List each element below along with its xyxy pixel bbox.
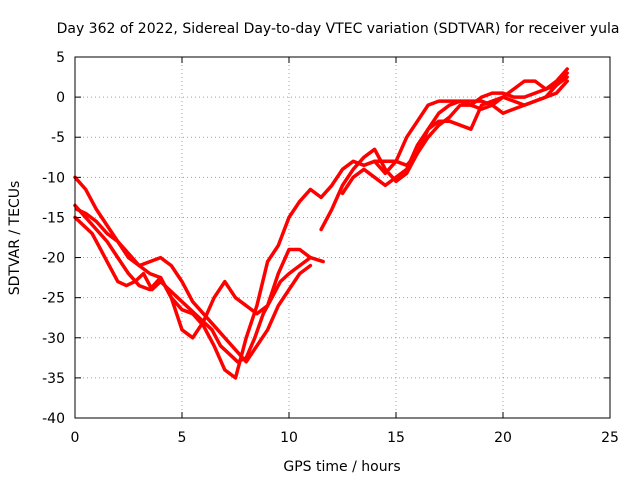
series-line-track-7: [372, 79, 569, 168]
y-tick-label: 5: [56, 50, 65, 66]
y-tick-label: -35: [42, 371, 65, 387]
x-tick-label: 20: [494, 430, 512, 446]
x-tick-label: 15: [387, 430, 405, 446]
y-tick-label: -10: [42, 170, 65, 186]
y-tick-label: 0: [56, 90, 65, 106]
x-tick-label: 5: [178, 430, 187, 446]
x-tick-label: 0: [71, 430, 80, 446]
y-tick-label: -5: [51, 130, 65, 146]
grid-lines: [75, 57, 610, 418]
x-axis-label: GPS time / hours: [283, 459, 400, 475]
y-tick-label: -40: [42, 411, 65, 427]
series-line-track-2: [73, 215, 313, 364]
series-line-track-1: [73, 203, 325, 340]
data-series: [73, 67, 569, 380]
y-tick-label: -25: [42, 291, 65, 307]
series-line-track-4: [73, 67, 569, 380]
y-tick-label: -30: [42, 331, 65, 347]
chart-title: Day 362 of 2022, Sidereal Day-to-day VTE…: [57, 21, 620, 37]
y-tick-label: -20: [42, 251, 65, 267]
axis-ticks: 0 5 10 15 20 25 5 0 -5 -10 -15 -20 -25 -30 -35 -40: [42, 50, 619, 446]
x-tick-label: 25: [601, 430, 619, 446]
x-tick-label: 10: [280, 430, 298, 446]
y-axis-label: SDTVAR / TECUs: [7, 181, 23, 296]
plot-frame: [74, 56, 611, 419]
series-line-track-6: [340, 71, 569, 196]
y-tick-label: -15: [42, 210, 65, 226]
